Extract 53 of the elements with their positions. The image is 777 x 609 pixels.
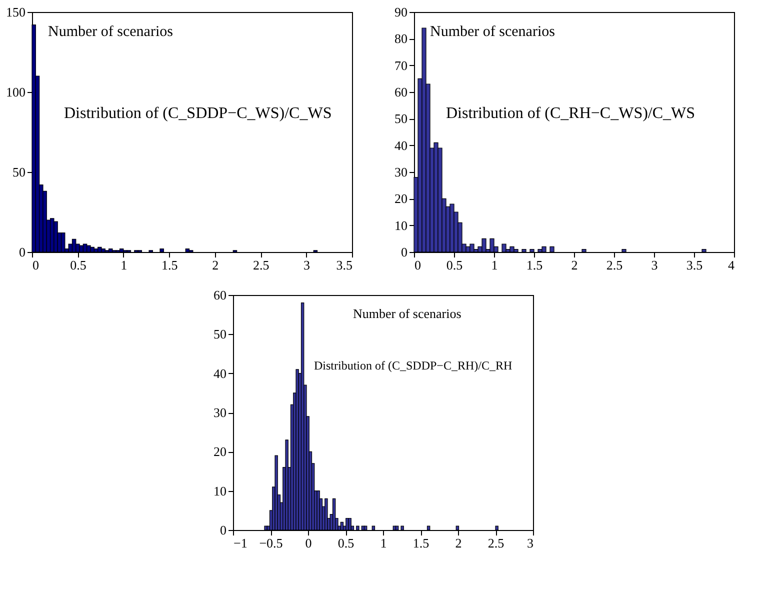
x-tick-label: 2 <box>571 258 578 272</box>
y-tick-label: 50 <box>394 111 408 126</box>
y-tick-label: 0 <box>401 244 408 260</box>
y-tick-label: 20 <box>394 191 408 206</box>
y-tick-label: 90 <box>394 4 408 20</box>
annotation: Number of scenarios <box>430 24 556 40</box>
y-tick-label: 50 <box>214 326 226 342</box>
y-tick-label: 0 <box>220 522 226 538</box>
x-tick-label: 2.5 <box>606 258 623 272</box>
x-tick-label: 1 <box>120 258 128 272</box>
annotation: Distribution of (C_SDDP−C_WS)/C_WS <box>64 104 332 122</box>
y-tick-label: 40 <box>394 138 408 153</box>
y-tick-label: 150 <box>6 4 26 20</box>
x-tick-label: 1.5 <box>162 258 178 272</box>
y-tick-label: 20 <box>214 444 226 460</box>
annotation: Number of scenarios <box>48 24 174 40</box>
annotation: Distribution of (C_SDDP−C_RH)/C_RH <box>314 358 512 372</box>
annotation: Number of scenarios <box>353 306 462 321</box>
x-tick-label: 2.5 <box>488 536 504 550</box>
y-tick-label: 10 <box>394 218 408 233</box>
x-tick-label: −1 <box>234 536 248 550</box>
x-tick-label: 1.5 <box>526 258 543 272</box>
x-tick-label: 0 <box>305 536 312 550</box>
x-tick-label: 0 <box>32 258 39 272</box>
y-tick-label: 100 <box>6 84 26 100</box>
x-tick-label: 1 <box>380 536 387 550</box>
x-tick-label: 2 <box>212 258 219 272</box>
x-tick-label: 0.5 <box>338 536 354 550</box>
y-tick-label: 50 <box>12 164 26 180</box>
x-tick-label: 0.5 <box>446 258 463 272</box>
x-tick-label: 0.5 <box>70 258 86 272</box>
x-tick-label: 3.5 <box>336 258 352 272</box>
y-tick-label: 70 <box>394 58 408 73</box>
x-tick-label: 1.5 <box>412 536 430 550</box>
x-tick-label: 3 <box>304 258 310 272</box>
x-tick-label: 3 <box>527 536 534 550</box>
x-tick-label: 2.5 <box>252 258 270 272</box>
x-tick-label: −0.5 <box>259 536 283 550</box>
x-tick-label: 4 <box>728 258 735 272</box>
y-tick-label: 30 <box>394 164 408 180</box>
y-tick-label: 10 <box>214 483 226 498</box>
x-tick-label: 1 <box>491 258 498 272</box>
annotation: Distribution of (C_RH−C_WS)/C_WS <box>446 104 696 122</box>
y-tick-label: 30 <box>214 405 226 420</box>
x-tick-label: 3.5 <box>686 258 703 272</box>
y-tick-label: 0 <box>19 244 26 260</box>
y-tick-label: 60 <box>214 288 226 302</box>
y-tick-label: 60 <box>394 84 408 100</box>
y-tick-label: 80 <box>394 31 408 46</box>
y-tick-label: 40 <box>214 366 226 381</box>
x-tick-label: 0 <box>414 258 421 272</box>
x-tick-label: 3 <box>651 258 658 272</box>
x-tick-label: 2 <box>455 536 462 550</box>
